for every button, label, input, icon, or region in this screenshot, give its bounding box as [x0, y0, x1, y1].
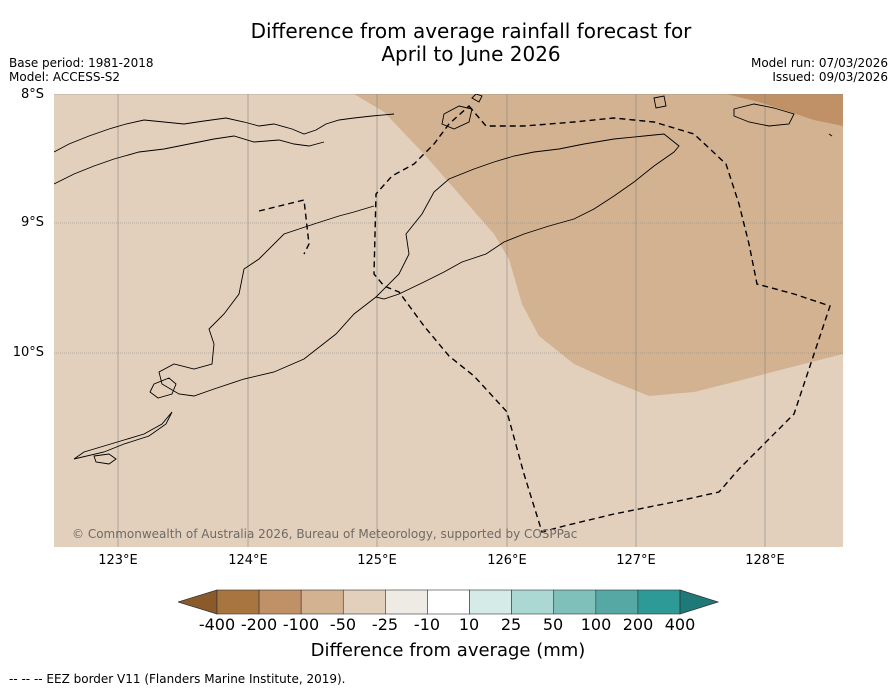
colorbar-segment	[553, 589, 597, 615]
issued-date: Issued: 09/03/2026	[772, 70, 888, 84]
lat-label-9s: 9°S	[20, 215, 44, 230]
colorbar-tick: -25	[371, 615, 399, 634]
colorbar-tick: 50	[542, 615, 564, 634]
colorbar-segments	[216, 589, 681, 615]
copyright-notice: © Commonwealth of Australia 2026, Bureau…	[72, 527, 578, 541]
timor-south-coast	[158, 205, 377, 397]
rainfall-map	[54, 94, 843, 547]
lat-label-10s: 10°S	[12, 345, 44, 360]
coastlines	[54, 94, 833, 465]
colorbar-segment	[385, 589, 428, 615]
colorbar-segment	[427, 589, 470, 615]
colorbar-segment	[511, 589, 555, 615]
eez-loop	[258, 199, 310, 255]
small-island-3	[828, 133, 833, 137]
colorbar-tick: -50	[329, 615, 357, 634]
colorbar-tick: 400	[664, 615, 696, 634]
lon-label-125e: 125°E	[357, 553, 397, 568]
base-period: Base period: 1981-2018	[9, 56, 154, 70]
colorbar-segment	[216, 589, 260, 615]
title-line-2: April to June 2026	[381, 42, 561, 66]
flores-south	[54, 135, 325, 185]
savu-island	[93, 453, 117, 465]
model-name: Model: ACCESS-S2	[9, 70, 121, 84]
colorbar-tick: 100	[580, 615, 612, 634]
colorbar-segment	[469, 589, 512, 615]
wetar-island	[733, 103, 795, 127]
sumba-island	[73, 411, 173, 460]
eez-main	[373, 104, 831, 533]
lon-label-128e: 128°E	[745, 553, 785, 568]
title-line-1: Difference from average rainfall forecas…	[250, 19, 692, 43]
model-run-date: Model run: 07/03/2026	[750, 56, 888, 70]
colorbar-segment	[342, 589, 386, 615]
colorbar-tick: -200	[240, 615, 278, 634]
eez-footnote: -- -- -- EEZ border V11 (Flanders Marine…	[9, 672, 346, 686]
colorbar-label: Difference from average (mm)	[310, 640, 586, 661]
colorbar-tick: -100	[282, 615, 320, 634]
colorbar-segment	[258, 589, 302, 615]
lon-label-127e: 127°E	[616, 553, 656, 568]
graticule	[54, 94, 843, 547]
drier-zone	[354, 94, 843, 396]
map-title: Difference from average rainfall forecas…	[0, 20, 896, 66]
colorbar-tick: 10	[458, 615, 480, 634]
alor-island	[441, 105, 473, 130]
colorbar-tick: 25	[500, 615, 522, 634]
lon-label-124e: 124°E	[228, 553, 268, 568]
lon-label-123e: 123°E	[98, 553, 138, 568]
rote-island	[149, 377, 177, 399]
small-island-1	[653, 95, 667, 109]
colorbar-segment	[595, 589, 639, 615]
colorbar	[178, 589, 720, 615]
lon-label-126e: 126°E	[487, 553, 527, 568]
metadata-left: Base period: 1981-2018 Model: ACCESS-S2	[9, 56, 154, 84]
colorbar-segment	[300, 589, 344, 615]
colorbar-arrow-right	[679, 589, 720, 615]
colorbar-tick: -400	[198, 615, 236, 634]
driest-zone	[726, 94, 843, 126]
small-island-2	[471, 94, 483, 103]
colorbar-tick: -10	[413, 615, 441, 634]
lat-label-8s: 8°S	[20, 87, 44, 102]
colorbar-tick: 200	[622, 615, 654, 634]
eez-border	[258, 104, 831, 533]
metadata-right: Model run: 07/03/2026 Issued: 09/03/2026	[751, 56, 888, 84]
flores-coast	[54, 113, 395, 153]
colorbar-arrow-left	[178, 589, 218, 615]
timor-coast	[375, 133, 680, 300]
colorbar-segment	[637, 589, 681, 615]
